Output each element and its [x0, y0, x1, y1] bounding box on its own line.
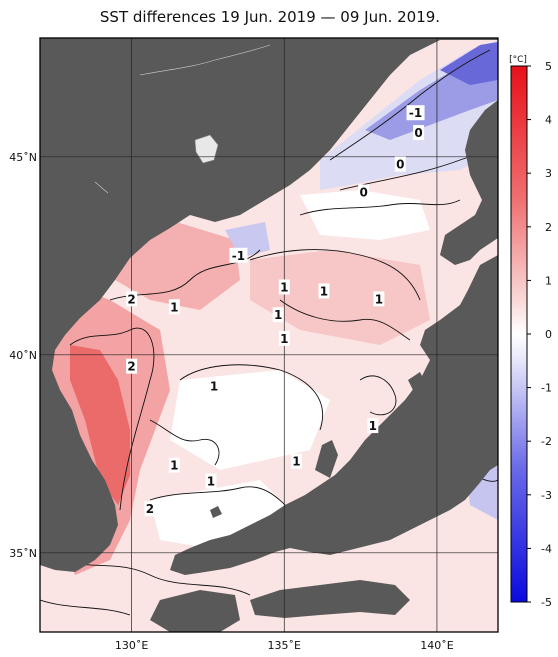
contour-label: 1 [369, 419, 377, 433]
land-honshu [170, 255, 498, 575]
colorbar-ticks: 5 4 3 2 1 0 -1 -2 -3 -4 -5 [527, 60, 552, 609]
cool-anomaly-ne-deep [440, 42, 498, 85]
land-sado [408, 372, 425, 392]
contour-label-bg [406, 105, 425, 121]
land-noto [315, 440, 338, 478]
contour-label: 2 [146, 502, 154, 516]
colorbar-tick-label: 1 [545, 274, 552, 287]
colorbar: [°C] 5 4 3 2 1 0 -1 -2 -3 -4 -5 [509, 55, 552, 609]
contour-label-bg [205, 473, 217, 489]
colorbar-unit: [°C] [509, 55, 527, 65]
lake-khanka [194, 134, 219, 164]
land-kyushu [150, 590, 240, 632]
contour-label: 1 [375, 292, 383, 306]
contour-label: 1 [274, 308, 282, 322]
contour-label: -1 [232, 249, 245, 263]
contour-label-bg [168, 299, 180, 315]
lon-tick-label: 135˚E [268, 639, 301, 652]
contour-label-bg [413, 125, 425, 141]
contour-label: 1 [207, 475, 215, 489]
contour-label-bg [358, 184, 370, 200]
contour-label-bg [394, 156, 406, 172]
contour-label: 0 [359, 185, 367, 199]
contour-label-bg [373, 291, 385, 307]
colorbar-tick-label: -5 [541, 596, 552, 609]
colorbar-tick-label: -4 [541, 542, 552, 555]
colorbar-tick-label: -3 [541, 489, 552, 502]
land-oki [210, 506, 222, 518]
contour-label-bg [168, 457, 180, 473]
contour-label-bg [278, 279, 290, 295]
land [40, 38, 498, 632]
contour-label: 1 [210, 379, 218, 393]
contour-label-bg [229, 247, 248, 263]
contour-label: 1 [280, 332, 288, 346]
lon-tick-label: 140˚E [420, 639, 453, 652]
contour-labels: -1 0 0 0 -1 1 1 2 1 1 1 1 2 1 1 1 1 1 2 [126, 105, 425, 517]
colorbar-tick-label: -1 [541, 382, 552, 395]
contour-label-bg [126, 291, 138, 307]
rivers [94, 44, 271, 194]
map-frame [39, 37, 499, 633]
neutral-patch-1 [170, 370, 330, 470]
contour-label: 2 [127, 292, 135, 306]
contour-label-bg [144, 501, 156, 517]
contour-label-bg [126, 358, 138, 374]
contour-label: -1 [409, 106, 422, 120]
neutral-patch-2 [300, 190, 430, 240]
colorbar-tick-label: 3 [545, 167, 552, 180]
warm-anomaly-central [250, 250, 430, 345]
contour-label-bg [318, 283, 330, 299]
colorbar-scale [510, 65, 528, 603]
contour-label: 2 [127, 360, 135, 374]
axis-labels: 130˚E 135˚E 140˚E 45˚N 40˚N 35˚N [9, 151, 453, 652]
land-asia-mainland [40, 38, 498, 572]
contour-label-bg [208, 378, 220, 394]
colorbar-tick-label: 0 [545, 328, 552, 341]
land-hokkaido [440, 100, 498, 265]
lat-tick-label: 40˚N [9, 349, 37, 362]
contour-label: 0 [414, 126, 422, 140]
lon-tick-label: 130˚E [115, 639, 148, 652]
colorbar-tick-label: -2 [541, 435, 552, 448]
contour-label: 1 [292, 455, 300, 469]
lat-tick-label: 45˚N [9, 151, 37, 164]
contour-label: 1 [170, 300, 178, 314]
contour-label-bg [290, 453, 302, 469]
warm-anomaly-core [70, 345, 130, 505]
contour-label-bg [367, 418, 379, 434]
contour-label: 1 [320, 284, 328, 298]
contour-label-bg [278, 330, 290, 346]
contour-label-bg [272, 307, 284, 323]
land-shikoku [250, 580, 410, 618]
contour-label: 1 [170, 459, 178, 473]
colorbar-tick-label: 2 [545, 221, 552, 234]
colorbar-tick-label: 5 [545, 60, 552, 73]
lat-tick-label: 35˚N [9, 547, 37, 560]
contour-label: 1 [280, 280, 288, 294]
map-title: SST differences 19 Jun. 2019 — 09 Jun. 2… [99, 8, 441, 26]
contour-label: 0 [396, 158, 404, 172]
graticule [40, 38, 498, 632]
colorbar-tick-label: 4 [545, 114, 552, 127]
